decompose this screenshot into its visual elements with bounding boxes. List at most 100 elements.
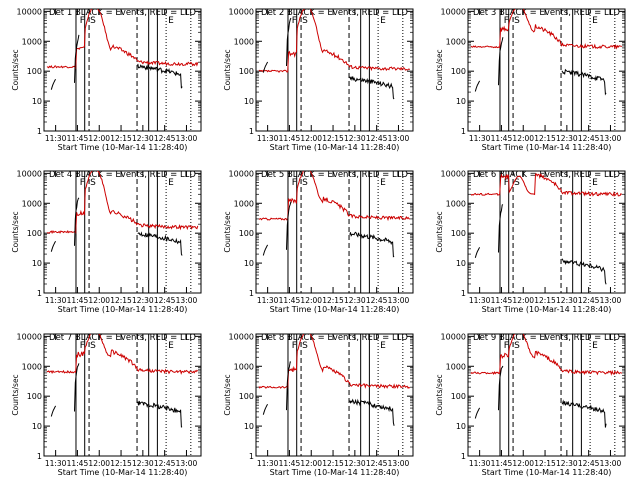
y-tick-label: 1 xyxy=(37,127,42,136)
annotation-flare: F xyxy=(504,16,509,26)
y-tick-label: 10000 xyxy=(441,7,466,16)
series-lld xyxy=(258,9,411,74)
series-lld xyxy=(46,171,199,234)
y-tick-label: 100 xyxy=(451,392,466,401)
y-tick-label: 1000 xyxy=(22,199,42,208)
y-tick-label: 10000 xyxy=(229,7,254,16)
y-tick-label: 10000 xyxy=(17,169,42,178)
y-axis-label: Counts/sec xyxy=(223,211,232,252)
annotation-eclipse: E xyxy=(592,16,598,26)
panel-title: Det 8 BLACK = Events, RED = LLD xyxy=(261,333,408,343)
plot-frame xyxy=(467,170,626,294)
x-tick-label: 12:00 xyxy=(300,134,322,143)
x-tick-label: 13:00 xyxy=(176,459,198,468)
y-tick-label: 100 xyxy=(451,67,466,76)
x-tick-label: 13:00 xyxy=(388,459,410,468)
x-tick-label: 12:30 xyxy=(132,296,154,305)
y-tick-label: 1000 xyxy=(22,37,42,46)
panel-det-8: Det 8 BLACK = Events, RED = LLD 1 10 100 100… xyxy=(223,332,414,477)
series-events xyxy=(498,204,504,253)
x-tick-label: 12:00 xyxy=(88,459,110,468)
series-events xyxy=(50,405,57,417)
annotation-saa: S xyxy=(90,178,96,188)
series-lld xyxy=(258,334,411,390)
series-events xyxy=(349,76,395,100)
x-tick-label: 12:15 xyxy=(322,296,344,305)
x-tick-label: 13:00 xyxy=(388,134,410,143)
series-events xyxy=(74,34,80,83)
annotation-flare: F xyxy=(504,341,509,351)
y-tick-label: 1 xyxy=(461,127,466,136)
series-events xyxy=(50,78,57,90)
x-tick-label: 12:00 xyxy=(88,296,110,305)
series-events xyxy=(349,231,395,258)
series-events xyxy=(50,240,57,252)
panel-title: Det 2 BLACK = Events, RED = LLD xyxy=(261,8,408,18)
x-tick-label: 13:00 xyxy=(600,296,622,305)
series-events xyxy=(137,231,183,256)
series-events xyxy=(474,247,481,258)
x-tick-label: 11:45 xyxy=(67,459,89,468)
x-axis-label: Start Time (10-Mar-14 11:28:40) xyxy=(58,468,188,477)
annotation-saa: S xyxy=(90,16,96,26)
x-tick-label: 12:15 xyxy=(110,134,132,143)
x-axis-label: Start Time (10-Mar-14 11:28:40) xyxy=(482,468,612,477)
y-tick-label: 10 xyxy=(456,97,466,106)
x-tick-label: 12:30 xyxy=(556,296,578,305)
y-tick-label: 1000 xyxy=(446,37,466,46)
plot-frame xyxy=(255,8,414,132)
x-tick-label: 13:00 xyxy=(600,459,622,468)
x-tick-label: 12:45 xyxy=(154,459,176,468)
x-tick-label: 12:45 xyxy=(578,459,600,468)
x-tick-label: 11:45 xyxy=(279,459,301,468)
x-tick-label: 13:00 xyxy=(600,134,622,143)
y-tick-label: 10 xyxy=(244,422,254,431)
series-events xyxy=(474,407,481,419)
x-tick-label: 11:30 xyxy=(257,296,279,305)
y-tick-label: 1000 xyxy=(446,199,466,208)
x-tick-label: 12:30 xyxy=(344,459,366,468)
y-tick-label: 10 xyxy=(32,422,42,431)
plot-frame xyxy=(255,170,414,294)
annotation-saa: S xyxy=(90,341,96,351)
y-tick-label: 10 xyxy=(244,259,254,268)
plot-frame xyxy=(467,333,626,457)
y-axis-label: Counts/sec xyxy=(223,374,232,415)
panel-det-3: Det 3 BLACK = Events, RED = LLD 1 10 100 100… xyxy=(435,7,626,152)
panel-det-2: Det 2 BLACK = Events, RED = LLD 1 10 100 100… xyxy=(223,7,414,152)
panel-title: Det 6 BLACK = Events, RED = LLD xyxy=(473,170,620,180)
annotation-flare: F xyxy=(292,341,297,351)
series-events xyxy=(561,68,607,96)
annotation-eclipse: E xyxy=(380,341,386,351)
x-axis-label: Start Time (10-Mar-14 11:28:40) xyxy=(58,305,188,314)
y-tick-label: 1 xyxy=(249,452,254,461)
x-tick-label: 11:30 xyxy=(469,459,491,468)
annotation-eclipse: E xyxy=(592,178,598,188)
y-tick-label: 10 xyxy=(456,422,466,431)
x-tick-label: 12:15 xyxy=(110,296,132,305)
y-tick-label: 100 xyxy=(239,392,254,401)
y-tick-label: 100 xyxy=(451,229,466,238)
x-tick-label: 11:45 xyxy=(491,296,513,305)
panel-title: Det 1 BLACK = Events, RED = LLD xyxy=(49,8,196,18)
series-events xyxy=(286,361,291,411)
panel-title: Det 5 BLACK = Events, RED = LLD xyxy=(261,170,408,180)
x-tick-label: 12:30 xyxy=(344,134,366,143)
x-tick-label: 11:45 xyxy=(279,134,301,143)
y-tick-label: 10000 xyxy=(17,332,42,341)
x-axis-label: Start Time (10-Mar-14 11:28:40) xyxy=(270,305,400,314)
series-lld xyxy=(46,334,199,375)
y-axis-label: Counts/sec xyxy=(435,374,444,415)
y-tick-label: 1 xyxy=(37,452,42,461)
panel-title: Det 9 BLACK = Events, RED = LLD xyxy=(473,333,620,343)
x-axis-label: Start Time (10-Mar-14 11:28:40) xyxy=(482,143,612,152)
panel-det-4: Det 4 BLACK = Events, RED = LLD 1 10 100 100… xyxy=(11,169,202,314)
x-tick-label: 11:30 xyxy=(45,134,67,143)
series-events xyxy=(286,201,292,250)
x-tick-label: 12:45 xyxy=(154,296,176,305)
plot-frame xyxy=(255,333,414,457)
x-tick-label: 12:45 xyxy=(366,296,388,305)
annotation-saa: S xyxy=(514,341,520,351)
x-tick-label: 12:45 xyxy=(366,459,388,468)
y-axis-label: Counts/sec xyxy=(11,49,20,90)
